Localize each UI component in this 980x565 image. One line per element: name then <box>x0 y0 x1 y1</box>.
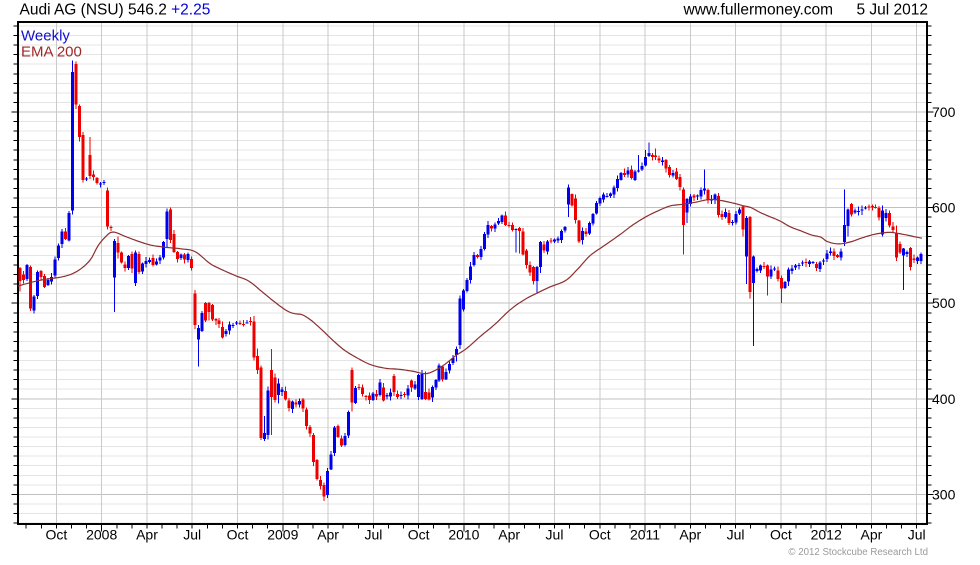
svg-text:www.fullermoney.com: www.fullermoney.com <box>683 2 834 19</box>
svg-text:Audi AG (NSU) 546.2 +2.25: Audi AG (NSU) 546.2 +2.25 <box>20 2 211 19</box>
svg-text:Jul: Jul <box>727 527 745 543</box>
svg-text:Oct: Oct <box>589 527 611 543</box>
svg-text:Oct: Oct <box>227 527 249 543</box>
svg-text:Jul: Jul <box>183 527 201 543</box>
svg-text:2009: 2009 <box>267 527 298 543</box>
svg-text:500: 500 <box>932 295 956 311</box>
svg-text:600: 600 <box>932 200 956 216</box>
svg-text:Apr: Apr <box>861 527 883 543</box>
svg-text:2008: 2008 <box>86 527 117 543</box>
svg-text:EMA 200: EMA 200 <box>21 43 82 60</box>
svg-text:2012: 2012 <box>811 527 842 543</box>
svg-text:700: 700 <box>932 104 956 120</box>
svg-text:Apr: Apr <box>679 527 701 543</box>
svg-text:Apr: Apr <box>498 527 520 543</box>
svg-text:2010: 2010 <box>448 527 479 543</box>
svg-text:Oct: Oct <box>770 527 792 543</box>
svg-text:Oct: Oct <box>408 527 430 543</box>
svg-text:Jul: Jul <box>546 527 564 543</box>
svg-text:Jul: Jul <box>908 527 926 543</box>
svg-text:Weekly: Weekly <box>21 28 70 45</box>
svg-text:© 2012 Stockcube Research Ltd: © 2012 Stockcube Research Ltd <box>788 547 928 558</box>
svg-text:Apr: Apr <box>317 527 339 543</box>
svg-text:300: 300 <box>932 486 956 502</box>
svg-text:2011: 2011 <box>630 527 660 543</box>
svg-text:Jul: Jul <box>364 527 382 543</box>
svg-text:400: 400 <box>932 391 956 407</box>
svg-text:5 Jul 2012: 5 Jul 2012 <box>856 2 928 19</box>
svg-text:Oct: Oct <box>46 527 68 543</box>
svg-text:Apr: Apr <box>136 527 158 543</box>
